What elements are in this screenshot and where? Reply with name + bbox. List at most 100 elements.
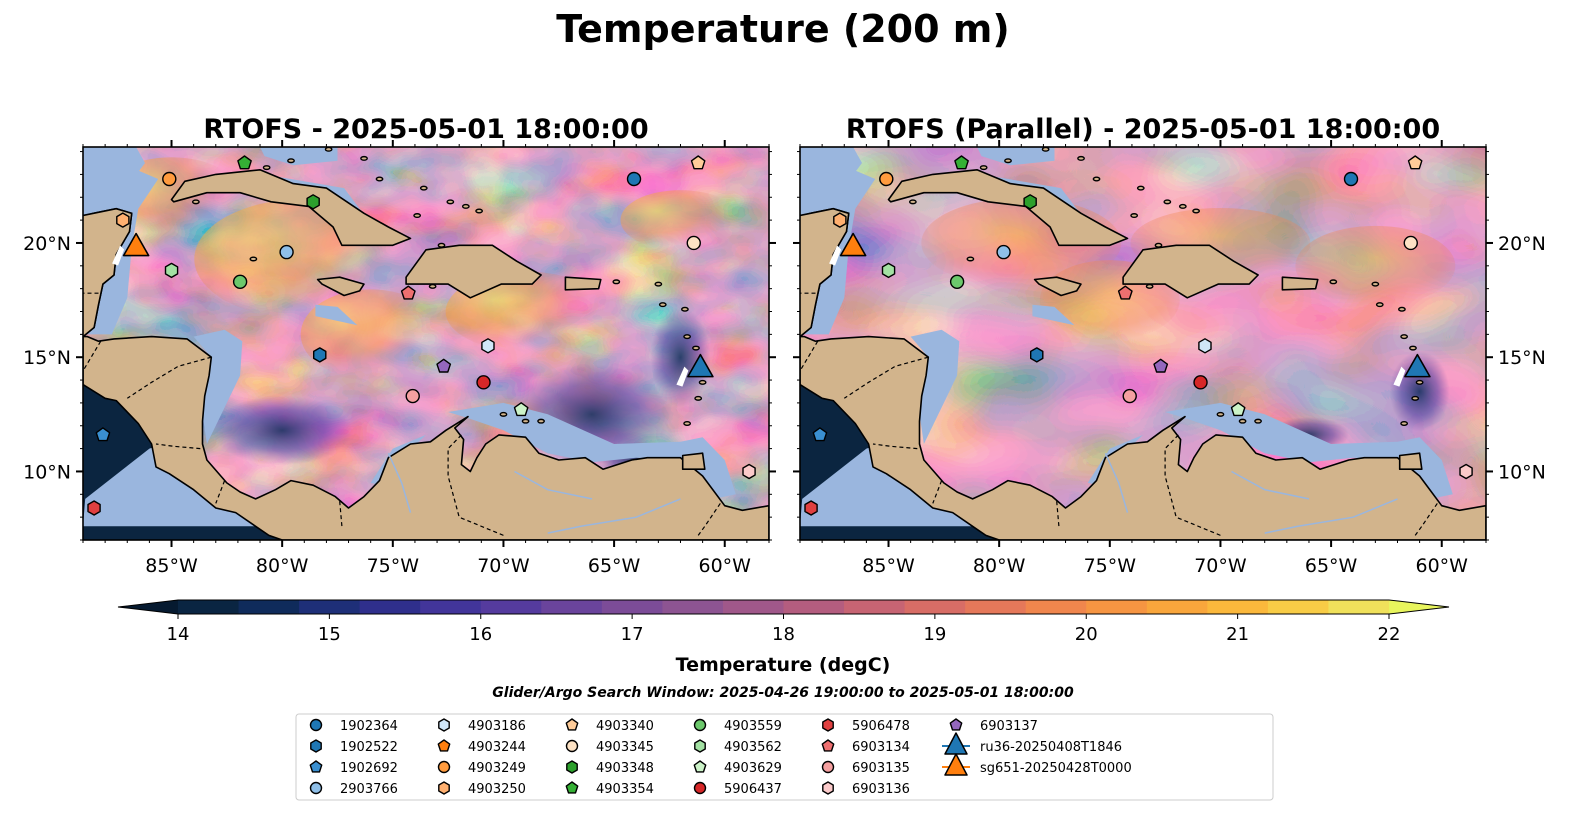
colorbar-bin [1086,600,1148,614]
colorbar-bin [238,600,300,614]
colorbar-bin [601,600,663,614]
float-4903562 [164,262,179,279]
glider-track-gap [1393,366,1406,387]
map-panel-rtofs: 85°W 80°W 75°W 70°W 65°W 60°W 20°N 15°N 10°N [23,140,776,577]
legend-label: 4903559 [724,719,782,734]
float-6903137 [436,358,452,373]
legend-label: 4903340 [596,719,654,734]
legend-label: 4903345 [596,740,654,755]
float-4903354 [954,155,969,170]
colorbar-bin [722,600,784,614]
legend-label: 4903249 [468,761,526,776]
float-4903345 [1403,235,1418,251]
colorbar-label: Temperature (degC) [676,654,891,676]
lat-tick-label: 20°N [23,233,71,255]
legend-label: 4903250 [468,782,526,797]
land-jamaica [316,276,365,297]
colorbar-bin [965,600,1027,614]
glider-sg651-20250428T0000 [839,232,867,257]
legend-circle-icon [821,760,835,774]
legend-label: 1902522 [340,740,398,755]
colorbar-bin [299,600,361,614]
legend-item: 4903559 [693,718,782,734]
float-1902522 [313,347,327,363]
legend-item: 6903134 [821,739,910,755]
legend-pentagon-icon [565,718,579,731]
float-1902522 [1030,347,1044,363]
legend-label: 6903136 [852,782,910,797]
shelf-region [910,329,960,444]
legend-item: 4903562 [694,739,782,755]
lat-tick-label: 10°N [1498,461,1546,483]
temperature-colorbar: 14 15 16 17 18 19 20 21 22 [117,599,1450,645]
colorbar-bin [1146,600,1208,614]
legend-label: sg651-20250428T0000 [980,761,1132,776]
float-1902692 [812,427,828,442]
land-trinidad [681,452,706,470]
land-trinidad [1398,452,1423,470]
legend-item: 5906478 [822,718,910,734]
float-1902692 [95,427,111,442]
legend-item: 4903340 [565,718,654,734]
float-6903136 [742,463,756,480]
land-southAmerica [83,335,769,540]
legend-label: 4903186 [468,719,526,734]
land-puertorico [1281,276,1319,291]
lon-tick-label: 70°W [477,555,530,577]
colorbar-bin [662,600,724,614]
legend-item: 6903137 [949,718,1038,734]
legend-item: 1902692 [309,760,398,776]
float-5906478 [87,500,101,516]
float-6903137 [1153,358,1169,373]
lat-tick-label: 10°N [23,461,71,483]
legend-hexagon-icon [310,739,322,753]
legend-item: 4903629 [693,760,782,776]
colorbar-bin [844,600,906,614]
shelf-region [977,147,1055,166]
colorbar-tick-label: 15 [318,624,341,645]
legend-pentagon-icon [565,781,579,794]
colorbar-tick-label: 20 [1075,624,1098,645]
legend-label: 4903354 [596,782,654,797]
lat-tick-label: 15°N [23,347,71,369]
lon-tick-label: 85°W [145,555,198,577]
legend-label: 4903562 [724,740,782,755]
land-southAmerica [800,335,1486,540]
legend-label: 4903244 [468,740,526,755]
lat-tick-label: 15°N [1498,347,1546,369]
panel-title-rtofs: RTOFS - 2025-05-01 18:00:00 [203,114,648,145]
legend-pentagon-icon [437,739,451,752]
legend-circle-icon [693,781,707,795]
float-5906437 [1193,375,1208,390]
legend-item: 4903345 [565,739,654,755]
legend-label: 5906478 [852,719,910,734]
colorbar-bin [420,600,482,614]
land-cuba [170,169,412,247]
panel-title-rtofs-parallel: RTOFS (Parallel) - 2025-05-01 18:00:00 [846,114,1440,145]
legend-item: sg651-20250428T0000 [942,753,1132,776]
search-window-text: Glider/Argo Search Window: 2025-04-26 19… [492,685,1074,701]
legend: 1902364 1902522 1902692 2903766 4903186 49032… [295,713,1274,801]
map-frame [82,146,770,541]
float-4903340 [690,155,706,170]
float-6903136 [1459,463,1473,480]
legend-item: 6903135 [821,760,910,776]
lon-tick-label: 85°W [862,555,915,577]
colorbar-tick-label: 16 [469,624,492,645]
legend-label: 2903766 [340,782,398,797]
float-4903249 [879,171,894,187]
float-6903135 [1122,388,1137,404]
colorbar-bin [480,600,542,614]
float-4903354 [237,155,252,170]
glider-sg651-20250428T0000 [122,232,150,257]
lat-tick-label: 20°N [1498,233,1546,255]
legend-pentagon-icon [693,760,707,773]
lon-tick-label: 65°W [1305,555,1358,577]
legend-circle-icon [565,739,579,753]
float-2903766 [996,244,1011,260]
float-4903348 [306,194,320,210]
legend-triangle-icon [944,753,968,776]
legend-label: 6903137 [980,719,1038,734]
float-4903348 [1023,194,1037,210]
lon-tick-label: 65°W [588,555,641,577]
